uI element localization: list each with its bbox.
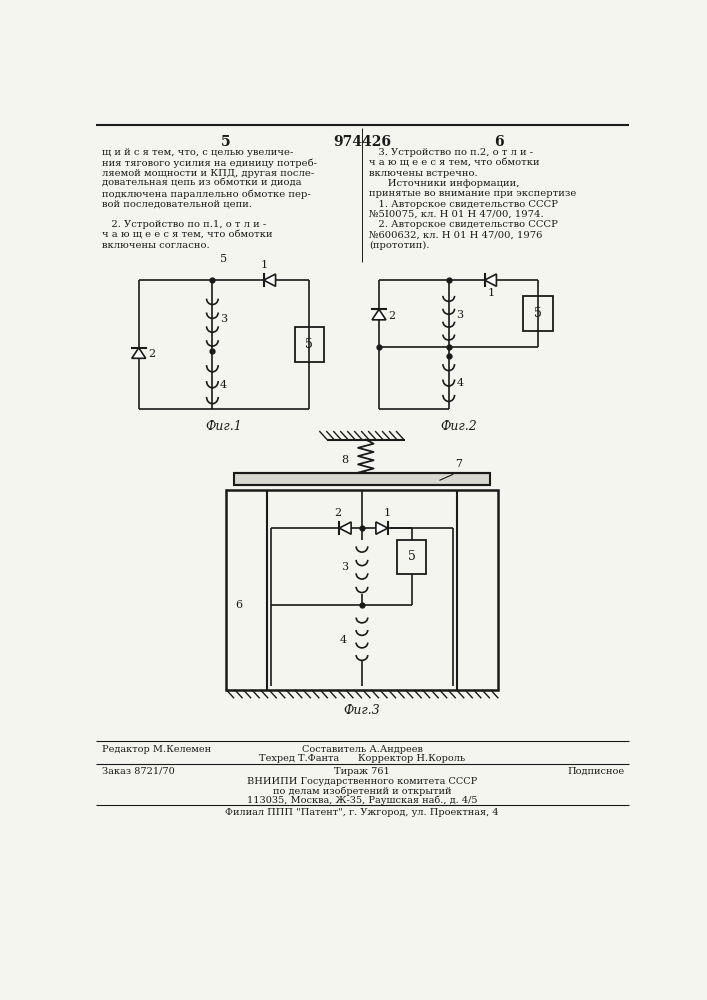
Text: 3: 3 (220, 314, 227, 324)
Bar (295, 327, 324, 362)
Text: включены согласно.: включены согласно. (103, 241, 210, 250)
Text: 1: 1 (383, 508, 390, 518)
Polygon shape (339, 522, 351, 534)
Text: 6: 6 (494, 135, 504, 149)
Text: 5: 5 (305, 338, 313, 351)
Text: 4: 4 (339, 635, 346, 645)
Text: Фиг.3: Фиг.3 (344, 704, 380, 717)
Text: Заказ 8721/70: Заказ 8721/70 (103, 767, 175, 776)
Text: Фиг.2: Фиг.2 (440, 420, 477, 433)
Text: №600632, кл. Н 01 Н 47/00, 1976: №600632, кл. Н 01 Н 47/00, 1976 (369, 231, 542, 240)
Text: 4: 4 (457, 378, 464, 388)
Text: 113035, Москва, Ж-35, Раушская наб., д. 4/5: 113035, Москва, Ж-35, Раушская наб., д. … (247, 795, 477, 805)
Text: ВНИИПИ Государственного комитета СССР: ВНИИПИ Государственного комитета СССР (247, 777, 477, 786)
Text: №5І0075, кл. Н 01 Н 47/00, 1974.: №5І0075, кл. Н 01 Н 47/00, 1974. (369, 210, 544, 219)
Text: Подписное: Подписное (568, 767, 625, 776)
Text: Источники информации,: Источники информации, (369, 179, 520, 188)
Text: 974426: 974426 (333, 135, 391, 149)
Text: 4: 4 (220, 380, 227, 390)
Polygon shape (376, 522, 387, 534)
Bar (523, 296, 553, 331)
Text: 2: 2 (148, 349, 155, 359)
Polygon shape (484, 274, 496, 286)
Polygon shape (264, 274, 276, 286)
Text: 6: 6 (235, 600, 243, 610)
Text: 1. Авторское свидетельство СССР: 1. Авторское свидетельство СССР (369, 200, 558, 209)
Text: ч а ю щ е е с я тем, что обмотки: ч а ю щ е е с я тем, что обмотки (369, 158, 539, 167)
Text: 1: 1 (261, 260, 268, 270)
Text: ляемой мощности и КПД, другая после-: ляемой мощности и КПД, другая после- (103, 169, 315, 178)
Bar (226, 490, 498, 690)
Text: щ и й с я тем, что, с целью увеличе-: щ и й с я тем, что, с целью увеличе- (103, 148, 293, 157)
Text: 3: 3 (457, 310, 464, 320)
Text: 1: 1 (487, 288, 495, 298)
Text: Фиг.1: Фиг.1 (206, 420, 243, 433)
Text: 2. Устройство по п.1, о т л и -: 2. Устройство по п.1, о т л и - (103, 220, 267, 229)
Text: 5: 5 (221, 135, 230, 149)
Text: 5: 5 (408, 550, 416, 563)
Polygon shape (132, 348, 146, 358)
Text: ния тягового усилия на единицу потреб-: ния тягового усилия на единицу потреб- (103, 158, 317, 168)
Bar (234, 473, 490, 485)
Text: (прототип).: (прототип). (369, 241, 429, 250)
Text: Филиал ППП "Патент", г. Ужгород, ул. Проектная, 4: Филиал ППП "Патент", г. Ужгород, ул. Про… (225, 808, 498, 817)
Text: вой последовательной цепи.: вой последовательной цепи. (103, 200, 252, 209)
Text: включены встречно.: включены встречно. (369, 169, 477, 178)
Text: 8: 8 (341, 455, 349, 465)
Text: 2. Авторское свидетельство СССР: 2. Авторское свидетельство СССР (369, 220, 558, 229)
Text: довательная цепь из обмотки и диода: довательная цепь из обмотки и диода (103, 179, 302, 188)
Text: Техред Т.Фанта      Корректор Н.Король: Техред Т.Фанта Корректор Н.Король (259, 754, 465, 763)
Text: 5: 5 (221, 254, 228, 264)
Text: 5: 5 (534, 307, 542, 320)
Text: 7: 7 (455, 459, 462, 469)
Text: Составитель А.Андреев: Составитель А.Андреев (301, 745, 422, 754)
Text: 2: 2 (334, 508, 341, 518)
Bar (397, 540, 426, 574)
Text: Редактор М.Келемен: Редактор М.Келемен (103, 745, 211, 754)
Text: Тираж 761: Тираж 761 (334, 767, 390, 776)
Text: ч а ю щ е е с я тем, что обмотки: ч а ю щ е е с я тем, что обмотки (103, 231, 273, 240)
Polygon shape (372, 309, 386, 320)
Text: 3: 3 (341, 562, 348, 572)
Text: по делам изобретений и открытий: по делам изобретений и открытий (273, 786, 451, 796)
Text: подключена параллельно обмотке пер-: подключена параллельно обмотке пер- (103, 189, 311, 199)
Text: 2: 2 (388, 311, 395, 321)
Text: 3. Устройство по п.2, о т л и -: 3. Устройство по п.2, о т л и - (369, 148, 533, 157)
Text: принятые во внимание при экспертизе: принятые во внимание при экспертизе (369, 189, 576, 198)
